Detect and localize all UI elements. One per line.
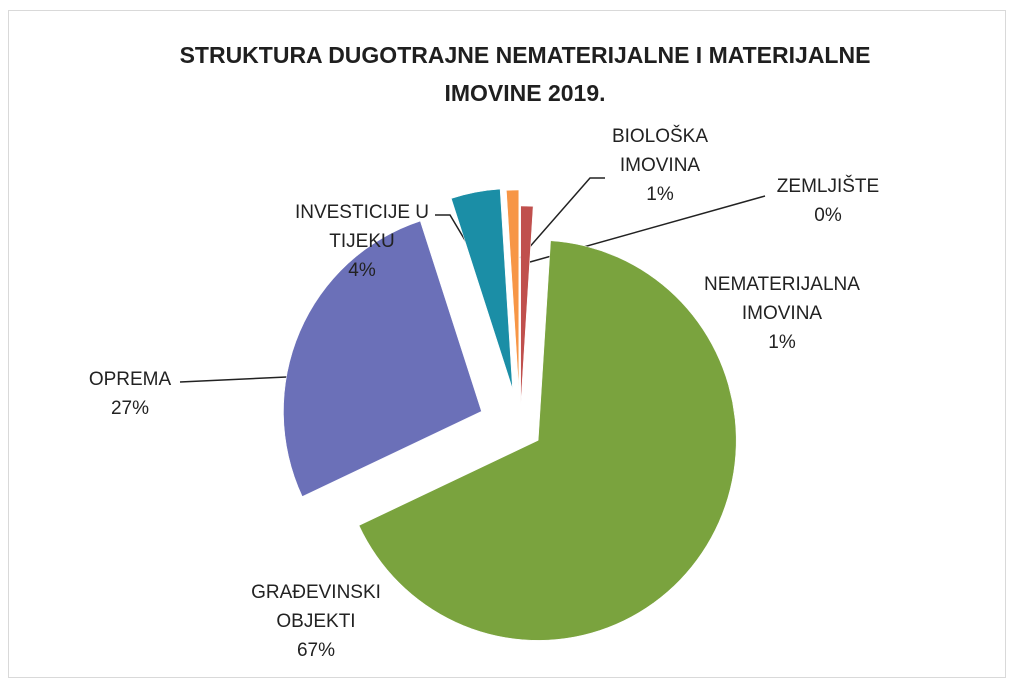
- value-label: 67%: [296, 640, 336, 661]
- category-label: NEMATERIJALNA IMOVINA: [704, 274, 860, 324]
- slices: [283, 188, 737, 641]
- slice-label: GRAĐEVINSKI OBJEKTI 67%: [216, 578, 416, 665]
- category-label: ZEMLJIŠTE: [776, 176, 880, 197]
- slice: [451, 188, 513, 389]
- value-label: 27%: [110, 398, 150, 419]
- slice: [283, 220, 482, 497]
- value-label: 4%: [348, 260, 376, 281]
- category-label: OPREMA: [88, 369, 172, 390]
- chart-title: STRUKTURA DUGOTRAJNE NEMATERIJALNE I MAT…: [179, 42, 871, 106]
- slice-label: NEMATERIJALNA IMOVINA 1%: [682, 270, 882, 357]
- category-label: INVESTICIJE U TIJEKU: [294, 202, 430, 252]
- slice: [520, 205, 534, 407]
- value-label: 1%: [768, 332, 796, 353]
- value-label: 0%: [814, 205, 842, 226]
- slice-label: ZEMLJIŠTE 0%: [758, 172, 898, 230]
- slice-label: INVESTICIJE U TIJEKU 4%: [277, 198, 447, 285]
- slice-label: BIOLOŠKA IMOVINA 1%: [590, 122, 730, 209]
- slice: [358, 240, 737, 641]
- leader-line: [519, 177, 605, 259]
- chart-frame: [8, 10, 1006, 678]
- slice-label: OPREMA 27%: [60, 365, 200, 423]
- category-label: GRAĐEVINSKI OBJEKTI: [251, 582, 381, 632]
- category-label: BIOLOŠKA IMOVINA: [611, 126, 709, 176]
- slice: [506, 189, 520, 391]
- value-label: 1%: [646, 184, 674, 205]
